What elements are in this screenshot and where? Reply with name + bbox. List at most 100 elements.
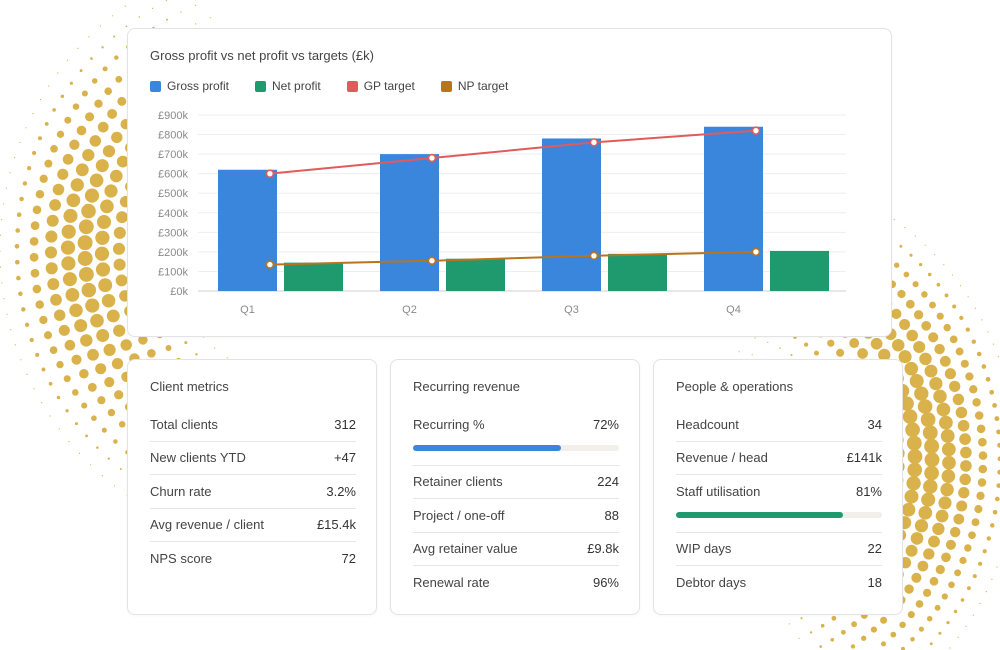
- background-dot: [0, 250, 1, 252]
- background-dot: [959, 315, 964, 320]
- metric-row: NPS score 72: [150, 542, 356, 576]
- background-dot: [976, 351, 982, 357]
- metric-label: Renewal rate: [413, 575, 490, 591]
- background-dot: [938, 631, 942, 635]
- metric-label: Project / one-off: [413, 507, 505, 523]
- background-dot: [974, 307, 976, 309]
- background-dot: [91, 78, 98, 84]
- background-dot: [20, 359, 22, 361]
- background-dot: [113, 226, 126, 239]
- background-dot: [906, 435, 922, 451]
- background-dot: [968, 531, 976, 540]
- background-dot: [927, 272, 932, 277]
- background-dot: [60, 240, 76, 255]
- background-dot: [861, 635, 867, 641]
- profit-chart: £0k £100k £200k £300k £400k £500k £600k £700k £8…: [158, 110, 846, 316]
- background-dot: [767, 341, 769, 343]
- background-dot: [101, 293, 116, 308]
- background-dot: [52, 108, 56, 112]
- background-dot: [70, 178, 84, 192]
- background-dot: [900, 646, 906, 650]
- background-dot: [913, 310, 924, 320]
- metric-row: Retainer clients 224: [413, 466, 619, 499]
- background-dot: [118, 421, 126, 428]
- y-tick-label: £800k: [158, 130, 188, 142]
- background-dot: [914, 386, 929, 401]
- background-dot: [63, 208, 78, 223]
- background-dot: [951, 274, 954, 276]
- background-dot: [985, 376, 991, 382]
- metric-label: Total clients: [150, 416, 218, 432]
- background-dot: [64, 339, 76, 351]
- metric-row: Project / one-off 88: [413, 499, 619, 533]
- legend-item-gp-target[interactable]: GP target: [346, 79, 415, 93]
- background-dot: [35, 189, 45, 199]
- background-dot: [6, 313, 8, 315]
- legend-item-net-profit[interactable]: Net profit: [255, 79, 321, 93]
- legend-item-np-target[interactable]: NP target: [440, 79, 508, 93]
- recurring-revenue-card: Recurring revenue Recurring % 72% Retain…: [390, 359, 640, 615]
- utilisation-progress-fill: [676, 511, 843, 518]
- background-dot: [959, 556, 967, 565]
- background-dot: [61, 256, 76, 271]
- background-dot: [967, 296, 969, 298]
- background-dot: [166, 18, 168, 21]
- legend-item-gross-profit[interactable]: Gross profit: [150, 79, 229, 93]
- metric-row: New clients YTD +47: [150, 442, 356, 475]
- background-dot: [21, 307, 26, 312]
- background-dot: [90, 464, 92, 466]
- background-dot: [929, 576, 939, 586]
- background-dot: [899, 244, 903, 248]
- background-dot: [972, 398, 981, 407]
- background-dot: [965, 327, 970, 332]
- background-dot: [113, 35, 116, 38]
- background-dot: [738, 351, 740, 353]
- background-dot: [918, 262, 923, 267]
- background-dot: [82, 148, 95, 162]
- background-dot: [934, 604, 941, 611]
- background-dot: [104, 87, 113, 96]
- background-dot: [903, 271, 910, 278]
- background-dot: [928, 535, 940, 548]
- metric-label: New clients YTD: [150, 450, 246, 466]
- background-dot: [77, 251, 93, 266]
- background-dot: [971, 339, 977, 344]
- background-dot: [940, 429, 955, 443]
- background-dot: [939, 355, 951, 367]
- background-dot: [95, 363, 107, 375]
- background-dot: [69, 139, 80, 150]
- background-dot: [981, 319, 983, 321]
- background-dot: [95, 159, 109, 173]
- background-dot: [928, 332, 939, 343]
- background-dot: [955, 347, 964, 356]
- y-tick-label: £500k: [158, 188, 188, 200]
- background-dot: [85, 298, 100, 313]
- background-dot: [976, 424, 986, 434]
- background-dot: [113, 439, 118, 444]
- background-dot: [102, 145, 116, 158]
- background-dot: [44, 159, 53, 168]
- background-dot: [932, 522, 945, 536]
- background-dot: [935, 509, 949, 523]
- background-dot: [946, 620, 950, 625]
- background-dot: [24, 322, 30, 327]
- background-dot: [878, 348, 891, 362]
- background-dot: [147, 348, 156, 358]
- background-dot: [112, 242, 126, 255]
- background-dot: [75, 163, 89, 177]
- background-dot: [914, 519, 929, 533]
- background-dot: [41, 402, 43, 404]
- background-dot: [106, 309, 120, 323]
- background-dot: [943, 264, 945, 266]
- metric-row: Avg retainer value £9.8k: [413, 533, 619, 566]
- background-dot: [974, 505, 983, 514]
- background-dot: [923, 479, 938, 494]
- metric-value: £9.8k: [587, 541, 619, 557]
- background-dot: [996, 566, 998, 568]
- background-dot: [907, 449, 923, 464]
- background-dot: [827, 339, 835, 347]
- background-dot: [16, 275, 21, 281]
- background-dot: [57, 168, 69, 180]
- utilisation-progress-row: [676, 509, 882, 533]
- background-dot: [924, 452, 940, 468]
